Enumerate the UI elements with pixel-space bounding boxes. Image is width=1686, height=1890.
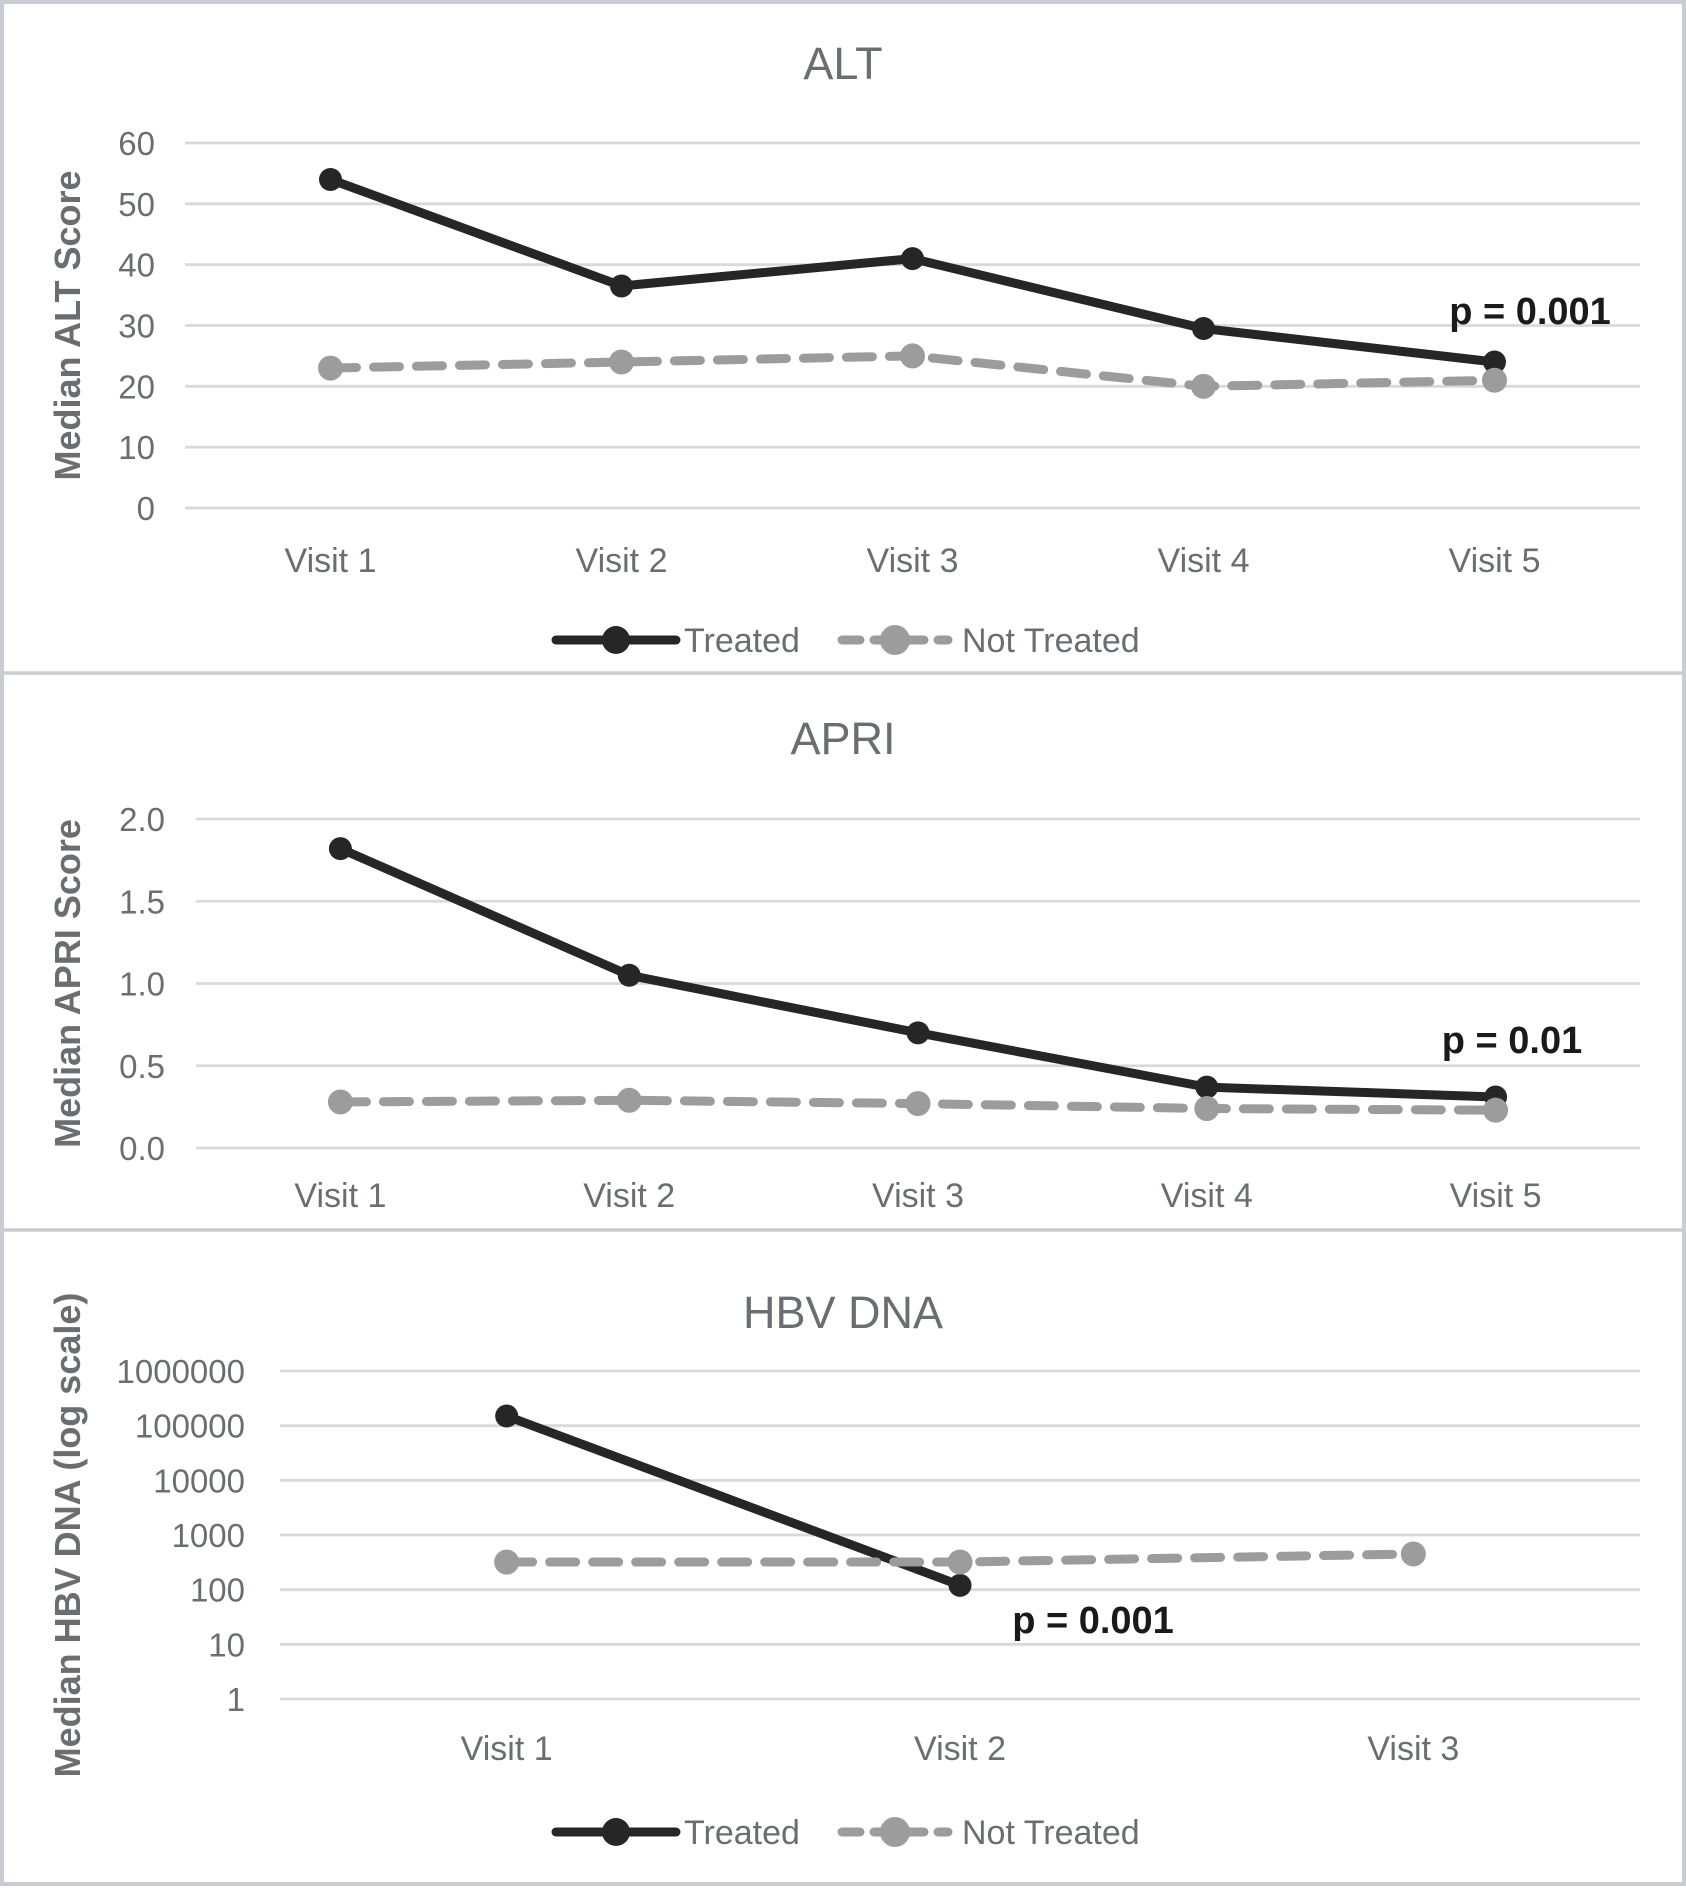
- legend-treated-label: Treated: [684, 1814, 800, 1852]
- y-tick-label: 1000: [172, 1517, 245, 1554]
- x-tick-label: Visit 3: [867, 542, 959, 580]
- data-point-marker-treated: [948, 1573, 972, 1597]
- series-line-treated: [502, 1411, 965, 1590]
- y-tick-label: 1.0: [119, 966, 165, 1003]
- x-tick-label: Visit 4: [1158, 542, 1250, 580]
- y-tick-label: 2.0: [119, 801, 165, 838]
- x-tick-label: Visit 2: [576, 542, 668, 580]
- y-tick-label: 0.5: [119, 1048, 165, 1085]
- y-axis-title: Median HBV DNA (log scale): [47, 1293, 88, 1778]
- chart-title: APRI: [790, 713, 895, 764]
- x-tick-label: Visit 2: [914, 1730, 1006, 1768]
- data-point-marker-treated: [617, 963, 641, 987]
- data-point-marker-treated: [610, 274, 633, 298]
- x-tick-label: Visit 1: [285, 542, 377, 580]
- data-point-marker-not-treated: [1482, 367, 1507, 393]
- p-value-annotation: p = 0.01: [1442, 1020, 1582, 1062]
- p-value-annotation: p = 0.001: [1012, 1600, 1174, 1642]
- x-tick-label: Visit 5: [1450, 1177, 1542, 1215]
- data-point-marker-not-treated: [947, 1549, 973, 1575]
- data-point-marker-treated: [319, 168, 342, 191]
- legend-not-treated-label: Not Treated: [962, 1814, 1140, 1852]
- data-point-marker-not-treated: [900, 343, 925, 369]
- legend-treated-marker: [602, 1818, 630, 1846]
- y-tick-label: 100000: [135, 1408, 245, 1445]
- data-point-marker-not-treated: [905, 1091, 931, 1117]
- legend-not-treated-marker: [880, 625, 910, 655]
- legend: Treated Not Treated: [551, 1814, 1140, 1852]
- x-tick-label: Visit 1: [294, 1177, 386, 1215]
- y-tick-label: 10: [118, 429, 155, 466]
- y-tick-label: 50: [118, 186, 155, 223]
- y-tick-label: 40: [118, 247, 155, 284]
- data-point-marker-treated: [901, 247, 924, 271]
- y-axis-title: Median ALT Score: [47, 170, 88, 480]
- series-line-treated: [335, 844, 1501, 1102]
- x-tick-label: Visit 1: [461, 1730, 553, 1768]
- data-point-marker-not-treated: [494, 1549, 520, 1575]
- y-tick-label: 1: [227, 1681, 245, 1718]
- data-point-marker-treated: [328, 837, 352, 861]
- legend-not-treated-marker: [880, 1817, 910, 1847]
- data-point-marker-not-treated: [1483, 1097, 1509, 1123]
- data-point-marker-not-treated: [1194, 1096, 1220, 1122]
- x-tick-label: Visit 2: [583, 1177, 675, 1215]
- data-point-marker-not-treated: [609, 349, 634, 375]
- chart-panel-apri: 0.0 0.5 1.0 1.5 2.0 APRI Median APRI Score Visi…: [47, 713, 1640, 1215]
- data-point-marker-treated: [906, 1021, 930, 1045]
- data-point-marker-not-treated: [1191, 373, 1216, 399]
- chart-title: ALT: [803, 38, 882, 89]
- data-point-marker-not-treated: [1400, 1541, 1426, 1567]
- data-point-marker-not-treated: [327, 1089, 353, 1115]
- p-value-annotation: p = 0.001: [1449, 291, 1611, 333]
- data-point-marker-treated: [495, 1404, 519, 1428]
- y-tick-label: 0: [137, 490, 155, 527]
- y-tick-label: 0.0: [119, 1130, 165, 1167]
- legend: Treated Not Treated: [551, 622, 1140, 660]
- x-tick-label: Visit 4: [1161, 1177, 1253, 1215]
- data-point-marker-not-treated: [616, 1087, 642, 1113]
- data-point-marker-treated: [1195, 1075, 1219, 1099]
- y-tick-label: 10000: [153, 1462, 245, 1499]
- chart-title: HBV DNA: [743, 1287, 943, 1338]
- y-tick-label: 10: [208, 1626, 245, 1663]
- chart-panel-alt: 0 10 20 30 40 50 60 ALT Median ALT Score Visit 1 V…: [47, 38, 1640, 660]
- y-tick-label: 60: [118, 125, 155, 162]
- y-axis-title: Median APRI Score: [47, 819, 88, 1148]
- data-point-marker-not-treated: [318, 355, 343, 381]
- y-tick-label: 1.5: [119, 883, 165, 920]
- series-line-treated: [326, 175, 1499, 367]
- x-tick-label: Visit 3: [1367, 1730, 1459, 1768]
- legend-treated-marker: [602, 626, 630, 654]
- y-tick-label: 20: [118, 368, 155, 405]
- data-point-marker-treated: [1192, 317, 1215, 341]
- chart-panel-hbv-dna: 1 10 100 1000 10000 100000 1000000 HBV DNA Media…: [47, 1287, 1640, 1852]
- legend-not-treated-label: Not Treated: [962, 622, 1140, 660]
- x-tick-label: Visit 3: [872, 1177, 964, 1215]
- y-tick-label: 1000000: [117, 1353, 245, 1390]
- data-point-marker-treated: [1483, 350, 1506, 374]
- y-tick-label: 100: [190, 1572, 245, 1609]
- x-tick-label: Visit 5: [1449, 542, 1541, 580]
- legend-treated-label: Treated: [684, 622, 800, 660]
- y-tick-label: 30: [118, 308, 155, 345]
